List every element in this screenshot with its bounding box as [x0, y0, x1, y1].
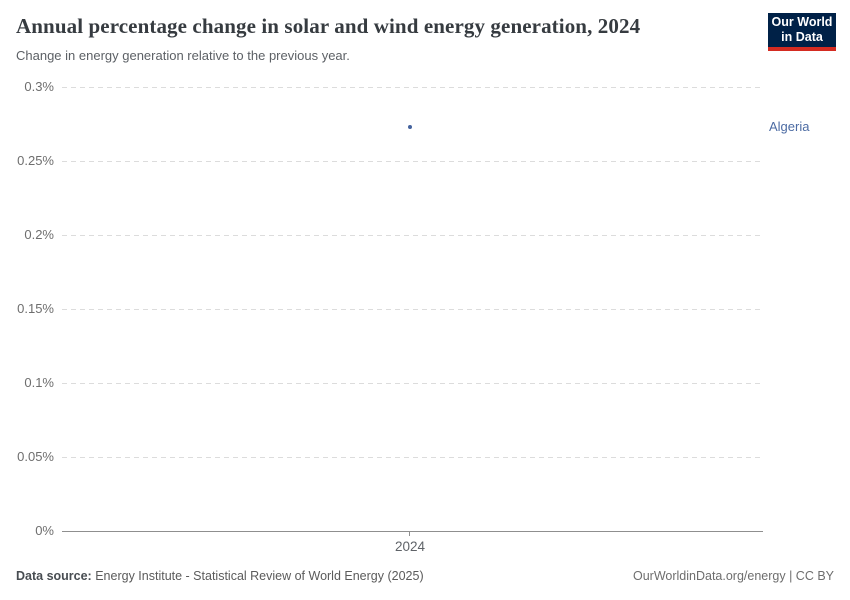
gridline-0.05% — [62, 457, 763, 458]
y-axis-tick-label: 0.15% — [17, 301, 54, 316]
data-source-text: Energy Institute - Statistical Review of… — [95, 569, 424, 583]
x-axis-tick-mark — [409, 532, 411, 536]
owid-logo-line1: Our World — [771, 15, 833, 29]
plot-area: 0% 0.05% 0.1% 0.15% 0.2% 0.25% 0.3% 2024 — [17, 79, 763, 554]
y-axis-tick-label: 0.1% — [24, 375, 54, 390]
x-axis-tick-label: 2024 — [394, 539, 425, 554]
credit-link[interactable]: OurWorldinData.org/energy | CC BY — [632, 569, 834, 583]
gridline-0.2% — [62, 235, 763, 236]
entity-label-algeria[interactable]: Algeria — [769, 118, 810, 134]
data-source-label: Data source: — [16, 569, 92, 583]
y-axis-tick-label: 0.3% — [24, 79, 54, 94]
gridline-0.1% — [62, 383, 763, 384]
y-axis-tick-label: 0% — [35, 523, 54, 538]
gridline-0.25% — [62, 161, 763, 162]
chart-footer: Data source: Energy Institute - Statisti… — [16, 569, 834, 583]
owid-logo[interactable]: Our World in Data — [768, 13, 836, 51]
data-source: Data source: Energy Institute - Statisti… — [16, 569, 424, 583]
page-title: Annual percentage change in solar and wi… — [16, 14, 641, 38]
gridline-0.15% — [62, 309, 763, 310]
data-point-algeria[interactable] — [407, 124, 412, 129]
y-axis-tick-label: 0.05% — [17, 449, 54, 464]
owid-logo-line2: in Data — [781, 30, 823, 44]
y-axis-tick-label: 0.25% — [17, 153, 54, 168]
page-subtitle: Change in energy generation relative to … — [16, 48, 350, 63]
y-axis-tick-label: 0.2% — [24, 227, 54, 242]
gridline-0.3% — [62, 87, 763, 88]
